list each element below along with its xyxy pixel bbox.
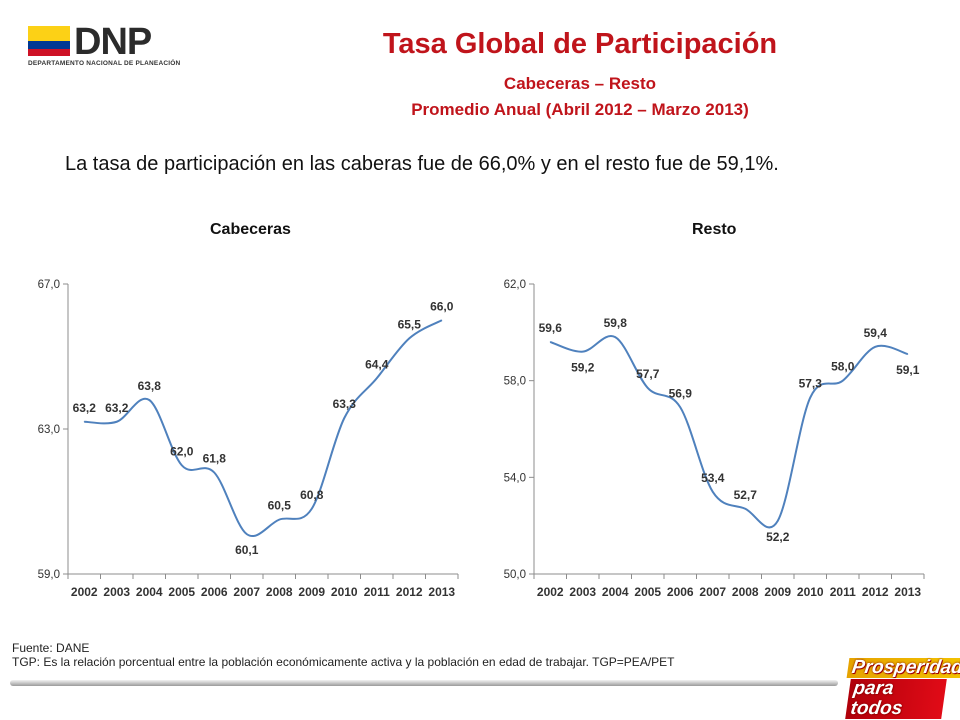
x-tick-label: 2013 — [894, 585, 921, 599]
data-point — [614, 336, 616, 338]
x-tick-label: 2008 — [732, 585, 759, 599]
x-tick-label: 2004 — [602, 585, 629, 599]
data-label: 52,2 — [766, 530, 790, 544]
data-label: 53,4 — [701, 471, 725, 485]
x-tick-label: 2003 — [103, 585, 130, 599]
logo-subtitle: DEPARTAMENTO NACIONAL DE PLANEACIÓN — [28, 60, 181, 67]
brand-line2: para todos — [845, 678, 947, 719]
chart-title-resto: Resto — [692, 221, 737, 238]
data-point — [712, 491, 714, 493]
data-label: 59,8 — [604, 316, 628, 330]
brand-line1: Prosperidad — [846, 657, 960, 678]
data-point — [809, 397, 811, 399]
data-label: 57,3 — [799, 377, 823, 391]
x-tick-label: 2002 — [537, 585, 564, 599]
data-point — [246, 533, 248, 535]
y-tick-label: 58,0 — [504, 376, 526, 388]
data-label: 65,5 — [398, 317, 422, 331]
x-tick-label: 2006 — [201, 585, 228, 599]
data-point — [116, 421, 118, 423]
data-label: 59,6 — [539, 321, 563, 335]
data-point — [376, 377, 378, 379]
data-label: 58,0 — [831, 360, 855, 374]
logo-text: DNP — [74, 21, 152, 63]
x-tick-label: 2003 — [569, 585, 596, 599]
data-label: 56,9 — [669, 386, 693, 400]
data-label: 63,3 — [333, 397, 357, 411]
data-label: 57,7 — [636, 367, 660, 381]
page-title: Tasa Global de Participación — [382, 28, 778, 60]
data-label: 63,2 — [73, 401, 97, 415]
data-label: 61,8 — [203, 452, 227, 466]
data-point — [777, 520, 779, 522]
data-label: 64,4 — [365, 357, 389, 371]
y-tick-label: 59,0 — [38, 569, 60, 581]
data-point — [213, 472, 215, 473]
series-line — [84, 319, 443, 537]
data-point — [549, 341, 551, 343]
x-tick-label: 2013 — [428, 585, 455, 599]
data-label: 62,0 — [170, 444, 194, 458]
data-label: 52,7 — [734, 488, 758, 502]
x-tick-label: 2006 — [667, 585, 694, 599]
page-subtitle: Cabeceras – Resto — [503, 74, 657, 93]
data-label: 63,8 — [138, 379, 162, 393]
x-tick-label: 2007 — [233, 585, 260, 599]
data-point — [874, 346, 876, 348]
data-point — [343, 417, 345, 419]
chart-title-cabeceras: Cabeceras — [210, 221, 291, 238]
page-period: Promedio Anual (Abril 2012 – Marzo 2013) — [411, 100, 749, 119]
data-point — [907, 353, 909, 355]
x-tick-label: 2010 — [797, 585, 824, 599]
x-tick-label: 2012 — [396, 585, 423, 599]
data-label: 60,5 — [268, 499, 292, 513]
definition-note: TGP: Es la relación porcentual entre la … — [12, 655, 675, 669]
x-tick-label: 2010 — [331, 585, 358, 599]
footer: Fuente: DANE TGP: Es la relación porcent… — [12, 641, 675, 669]
x-tick-label: 2011 — [364, 585, 390, 599]
y-tick-label: 63,0 — [38, 424, 60, 436]
x-tick-label: 2011 — [830, 585, 856, 599]
data-point — [181, 464, 183, 466]
y-tick-label: 54,0 — [504, 472, 526, 484]
x-tick-label: 2007 — [699, 585, 726, 599]
footer-divider — [10, 680, 838, 686]
data-point — [647, 387, 649, 389]
source-note: Fuente: DANE — [12, 641, 90, 655]
data-point — [679, 406, 681, 408]
data-point — [842, 380, 844, 382]
x-tick-label: 2005 — [168, 585, 195, 599]
x-tick-label: 2012 — [862, 585, 889, 599]
y-tick-label: 67,0 — [38, 279, 60, 291]
colombia-flag-icon — [28, 26, 70, 56]
data-label: 60,8 — [300, 488, 324, 502]
x-tick-label: 2009 — [298, 585, 325, 599]
data-label: 59,1 — [896, 363, 920, 377]
y-tick-label: 62,0 — [504, 279, 526, 291]
data-point — [744, 508, 746, 510]
x-tick-label: 2008 — [266, 585, 293, 599]
data-point — [441, 319, 443, 321]
data-label: 66,0 — [430, 299, 454, 313]
dnp-logo: DNP DEPARTAMENTO NACIONAL DE PLANEACIÓN — [28, 22, 180, 72]
data-point — [83, 421, 85, 423]
x-tick-label: 2004 — [136, 585, 163, 599]
chart-resto: 50,0 54,0 58,0 62,0 2002 2003 2004 2005 2006 2007… — [504, 279, 925, 599]
data-point — [148, 399, 150, 401]
data-label: 59,4 — [864, 326, 888, 340]
prosperidad-logo: Prosperidad para todos — [845, 657, 960, 719]
data-point — [582, 351, 584, 353]
data-label: 59,2 — [571, 361, 595, 375]
intro-text: La tasa de participación en las caberas … — [65, 153, 779, 175]
x-tick-label: 2009 — [764, 585, 791, 599]
data-point — [278, 519, 280, 521]
chart-cabeceras: 59,0 63,0 67,0 2002 2003 2004 2005 2006 2007 2008… — [38, 279, 459, 599]
data-point — [408, 337, 410, 339]
y-tick-label: 50,0 — [504, 569, 526, 581]
x-tick-label: 2005 — [634, 585, 661, 599]
data-point — [311, 508, 313, 510]
x-tick-label: 2002 — [71, 585, 98, 599]
data-label: 63,2 — [105, 401, 129, 415]
data-label: 60,1 — [235, 543, 259, 557]
